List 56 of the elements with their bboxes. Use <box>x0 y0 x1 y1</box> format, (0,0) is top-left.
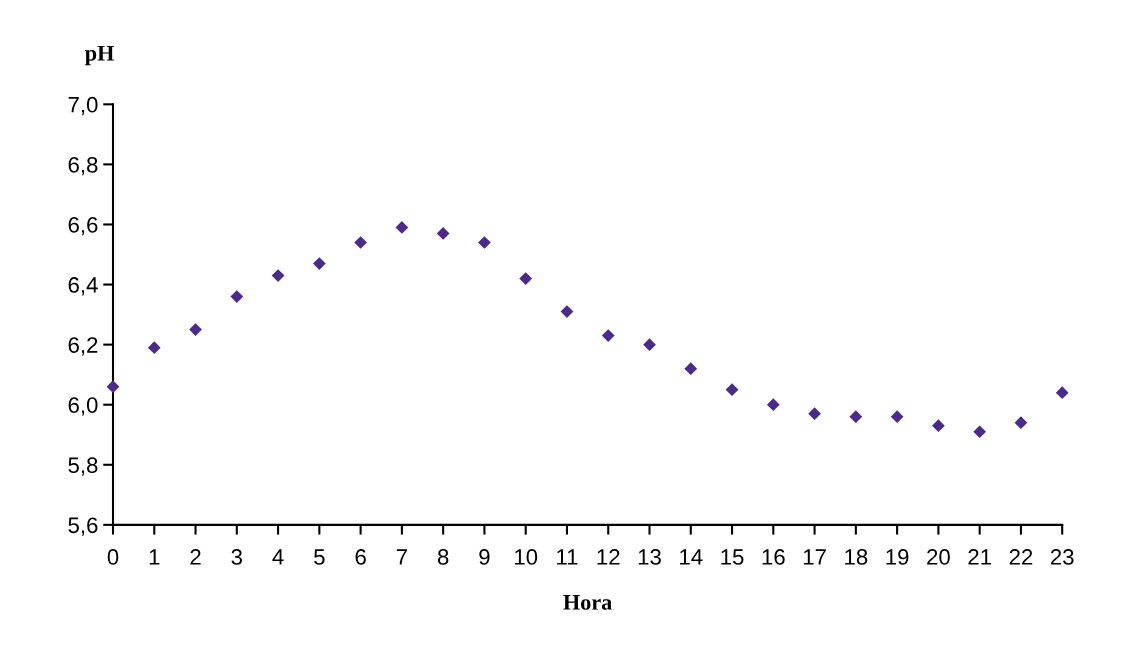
y-tick-label: 7,0 <box>68 96 98 116</box>
point <box>725 383 739 397</box>
point <box>643 338 656 351</box>
point <box>684 362 698 376</box>
x-tick-label: 1 <box>149 549 160 565</box>
point <box>106 380 120 394</box>
x-tick-label: 4 <box>272 549 284 565</box>
y-tick-label: 5,6 <box>68 517 98 536</box>
x-tick-label: 5 <box>314 549 325 565</box>
x-axis-title: Hora <box>563 595 612 610</box>
x-tick-label: 8 <box>437 549 449 565</box>
x-tick-label: 19 <box>886 549 909 565</box>
point <box>478 236 491 249</box>
x-tick-label: 6 <box>355 549 366 565</box>
x-tick-label: 9 <box>479 549 490 565</box>
y-tick-label: 6,2 <box>68 337 98 356</box>
y-axis-title: pH <box>85 45 115 66</box>
y-tick-label: 6,8 <box>68 156 98 176</box>
y-tick-label: 6,0 <box>68 397 98 416</box>
x-tick-label: 10 <box>515 549 538 565</box>
point <box>766 398 780 412</box>
point <box>890 410 904 424</box>
point <box>395 221 409 234</box>
x-tick-label: 18 <box>845 549 868 565</box>
point <box>436 227 450 240</box>
point <box>189 323 202 336</box>
x-tick-label: 23 <box>1050 549 1074 565</box>
point <box>849 410 863 424</box>
point <box>1055 386 1069 400</box>
y-tick-label: 6,4 <box>68 277 98 296</box>
x-tick-label: 13 <box>638 549 661 565</box>
point <box>230 290 244 303</box>
point <box>519 272 533 285</box>
x-tick-label: 20 <box>927 549 950 565</box>
point <box>973 425 987 439</box>
x-tick-label: 12 <box>597 549 620 565</box>
x-tick-label: 17 <box>803 549 826 565</box>
x-tick-label: 16 <box>762 549 785 565</box>
point <box>354 236 367 249</box>
x-tick-label: 7 <box>396 549 407 565</box>
point <box>808 407 821 421</box>
x-tick-label: 3 <box>231 549 243 565</box>
point <box>1014 416 1028 430</box>
x-tick-label: 2 <box>190 549 201 565</box>
point <box>147 341 161 354</box>
point <box>312 257 326 270</box>
point <box>601 329 615 342</box>
y-tick-label: 5,8 <box>68 457 98 476</box>
x-tick-label: 22 <box>1009 549 1033 565</box>
x-tick-label: 14 <box>680 549 703 565</box>
y-tick-label: 6,6 <box>68 217 98 236</box>
x-tick-label: 15 <box>721 549 744 565</box>
x-tick-label: 11 <box>557 549 578 565</box>
point <box>932 419 945 433</box>
x-tick-label: 21 <box>968 549 991 565</box>
x-tick-label: 0 <box>107 549 119 565</box>
